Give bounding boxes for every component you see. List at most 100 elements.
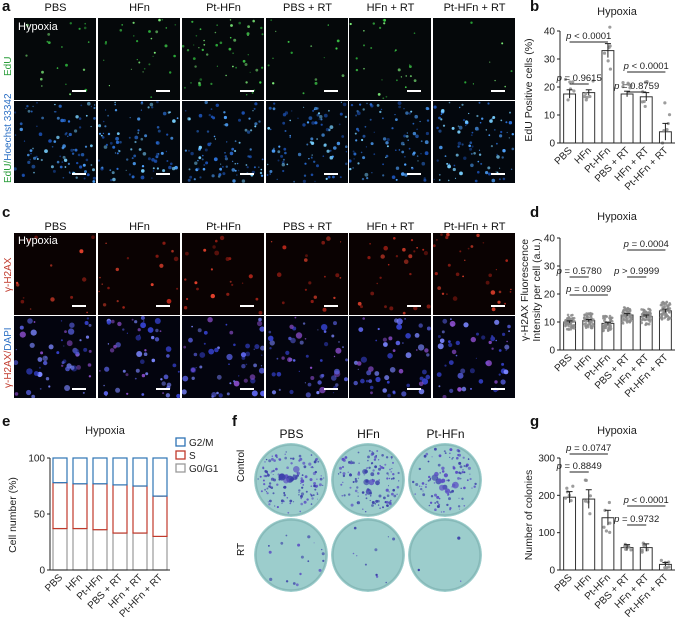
stack-segment-g0-g1 xyxy=(72,527,88,571)
data-point xyxy=(607,326,611,330)
y-tick-label: 20 xyxy=(544,83,556,94)
legend-label: S xyxy=(189,451,196,462)
column-header-0: PBS xyxy=(44,221,67,233)
stack-segment-g2-m xyxy=(132,457,148,487)
data-point xyxy=(643,80,648,84)
data-point xyxy=(571,80,575,84)
data-point xyxy=(585,314,589,318)
data-point xyxy=(564,324,567,327)
data-point xyxy=(566,328,570,331)
bar xyxy=(563,93,577,144)
y-tick-label: 40 xyxy=(544,27,556,38)
bar xyxy=(601,517,615,571)
edu-micrograph xyxy=(433,18,515,100)
d-pbs-pthfn-p-value: p = 0.0099 xyxy=(565,284,611,295)
data-point xyxy=(605,326,608,330)
data-point xyxy=(588,94,592,99)
stack-segment-s xyxy=(112,484,128,534)
panel-g-letter: g xyxy=(530,413,540,430)
dapi-merge-micrograph xyxy=(433,316,515,398)
scale-bar xyxy=(156,90,170,92)
y-tick-label: 10 xyxy=(544,111,556,122)
data-point xyxy=(582,316,586,320)
scale-bar xyxy=(324,388,338,390)
colony-dish xyxy=(254,518,328,592)
stack-segment-g0-g1 xyxy=(112,532,128,571)
scale-bar xyxy=(407,90,421,92)
colony-dish xyxy=(254,443,328,517)
hoechst-merge-micrograph xyxy=(98,101,180,183)
data-point xyxy=(640,100,644,104)
data-point xyxy=(607,500,611,505)
data-point xyxy=(663,101,667,105)
data-point xyxy=(665,301,668,304)
panel-a-letter: a xyxy=(2,0,11,15)
data-point xyxy=(606,59,610,63)
stack-segment-g2-m xyxy=(72,457,88,485)
g-rt-pthfn-p-value: p < 0.0001 xyxy=(623,495,669,506)
data-point xyxy=(621,314,624,317)
data-point xyxy=(660,316,663,320)
panel-a-row2-label: EdU/Hoechst 33342 xyxy=(3,93,14,183)
column-header-3: PBS + RT xyxy=(282,2,332,14)
data-point xyxy=(565,486,569,490)
column-header-0: PBS xyxy=(44,2,67,14)
legend-swatch xyxy=(175,437,186,447)
hoechst-merge-micrograph xyxy=(433,101,515,183)
column-header-5: Pt-HFn + RT xyxy=(443,221,506,233)
scale-bar xyxy=(156,388,170,390)
edu-micrograph xyxy=(98,18,180,100)
data-point xyxy=(622,306,626,309)
data-point xyxy=(566,313,570,317)
data-point xyxy=(583,313,587,317)
column-header-2: Pt-HFn xyxy=(206,221,241,233)
data-point xyxy=(659,309,663,312)
data-point xyxy=(564,496,568,500)
y-tick-label: 40 xyxy=(544,234,556,245)
chart-title: Hypoxia xyxy=(597,6,638,18)
gamma-h2ax-micrograph xyxy=(349,233,431,315)
data-point xyxy=(665,128,669,132)
data-point xyxy=(640,319,643,322)
panel-b-letter: b xyxy=(530,0,540,15)
panel-e-letter: e xyxy=(2,413,11,430)
data-point xyxy=(605,324,608,328)
column-header-4: HFn + RT xyxy=(366,221,415,233)
data-point xyxy=(569,499,573,503)
gamma-h2ax-micrograph xyxy=(182,233,264,315)
stack-segment-s xyxy=(52,482,68,530)
x-tick-label: PBS xyxy=(43,572,65,594)
data-point xyxy=(642,308,646,312)
dish-column-header-1: HFn xyxy=(357,427,380,441)
data-point xyxy=(644,322,648,326)
data-point xyxy=(666,318,670,321)
edu-micrograph xyxy=(349,18,431,100)
data-point xyxy=(584,324,587,328)
y-axis-label: EdU Positive cells (%) xyxy=(523,38,535,141)
data-point xyxy=(572,327,576,330)
stack-segment-g2-m xyxy=(92,457,108,485)
legend-swatch xyxy=(175,463,186,473)
bar xyxy=(582,92,596,144)
y-axis-label: Intensity per cell (a.u.) xyxy=(531,238,543,341)
b-rt-hfn-p-value: p = 0.8759 xyxy=(613,81,659,92)
bar xyxy=(620,93,634,144)
data-point xyxy=(621,85,625,89)
data-point xyxy=(573,319,576,323)
scale-bar xyxy=(324,305,338,307)
data-point xyxy=(668,303,672,306)
y-tick-label: 30 xyxy=(544,262,556,273)
data-point xyxy=(563,77,568,82)
data-point xyxy=(640,308,643,311)
data-point xyxy=(591,79,595,83)
data-point xyxy=(628,314,631,317)
column-header-4: HFn + RT xyxy=(366,2,415,14)
stack-segment-g0-g1 xyxy=(152,535,168,571)
legend-label: G2/M xyxy=(189,438,213,449)
data-point xyxy=(592,324,595,327)
data-point xyxy=(626,317,629,320)
data-point xyxy=(588,322,592,325)
scale-bar xyxy=(72,388,86,390)
scale-bar xyxy=(407,388,421,390)
